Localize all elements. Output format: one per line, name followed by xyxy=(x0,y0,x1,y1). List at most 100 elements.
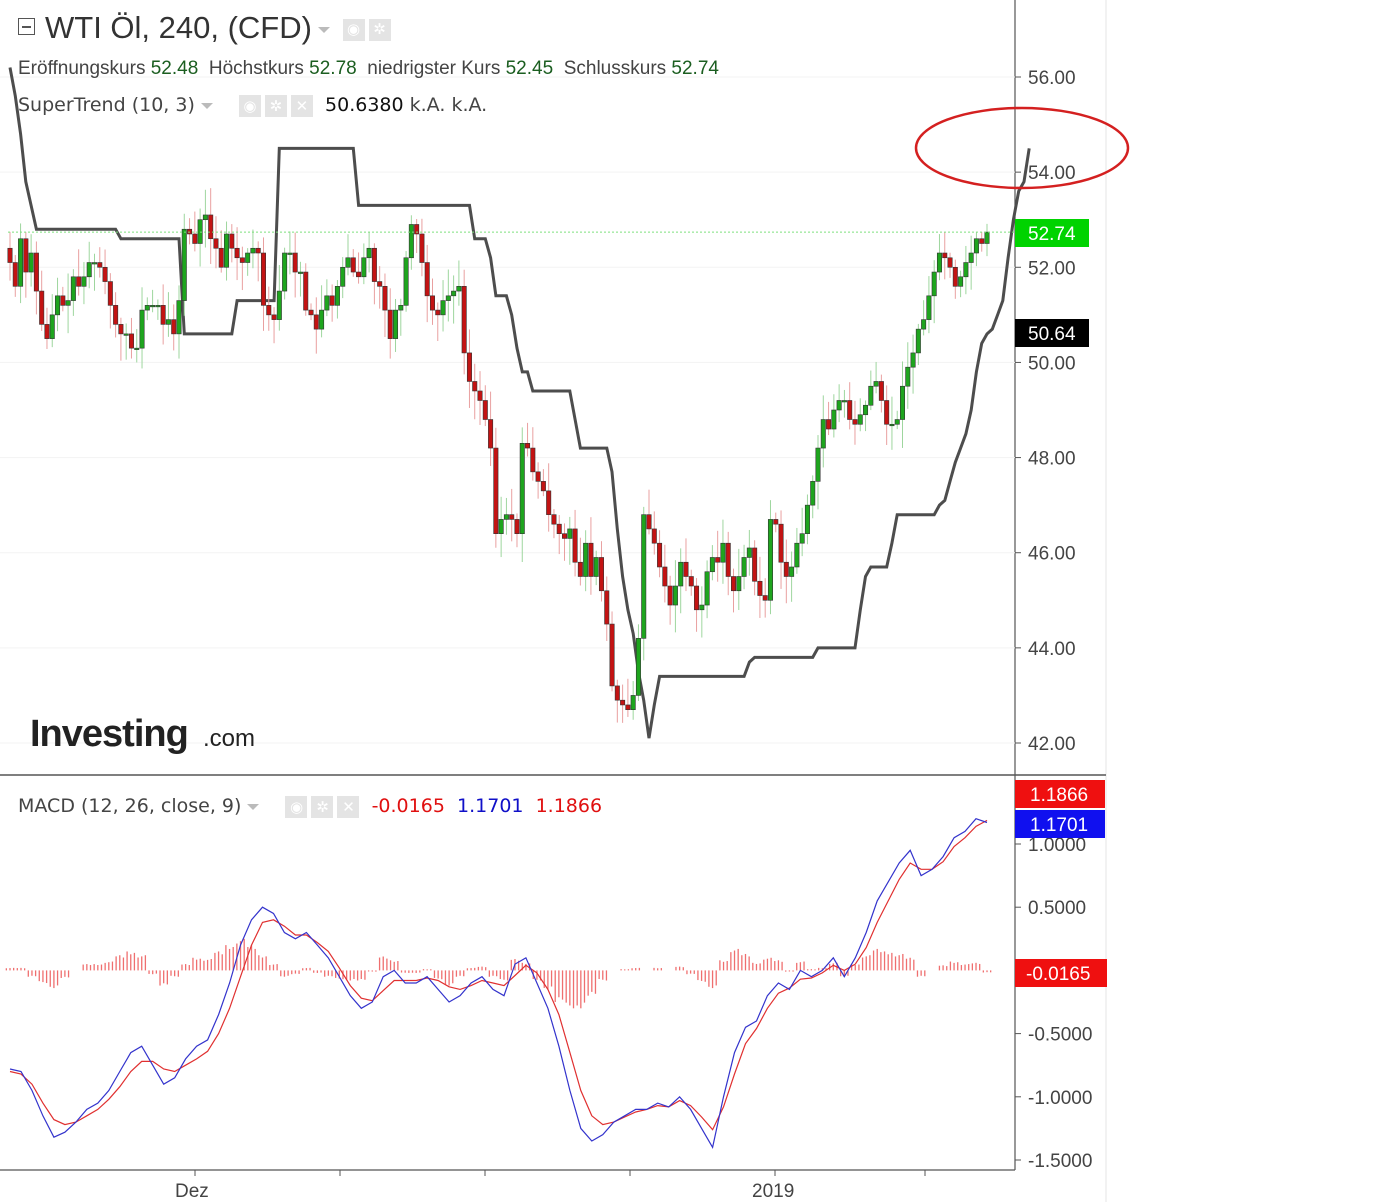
candle-body xyxy=(572,528,578,563)
candle-body xyxy=(699,604,705,611)
candle-body xyxy=(165,319,171,325)
x-label-2019: 2019 xyxy=(752,1181,794,1202)
candle-body xyxy=(39,290,45,325)
candle-body xyxy=(725,542,731,577)
candle-body xyxy=(773,519,779,525)
candle-body xyxy=(128,333,134,349)
macd-axis[interactable]: 1.0000 0.5000 -0.5000 -1.0000 -1.5000 xyxy=(1015,835,1092,1172)
candle-body xyxy=(736,576,742,592)
price-axis[interactable]: 56.00 54.00 52.00 50.00 48.00 46.00 44.00 42.00 xyxy=(1015,68,1076,755)
supertrend-label: SuperTrend (10, 3) xyxy=(18,94,195,116)
close-icon[interactable]: ✕ xyxy=(290,94,313,117)
candle-body xyxy=(176,300,182,335)
macd-histogram xyxy=(5,938,992,1009)
candle-body xyxy=(894,419,900,425)
candle-body xyxy=(562,533,568,539)
close-label: Schlusskurs xyxy=(563,58,667,79)
candle-body xyxy=(202,214,208,221)
candle-body xyxy=(113,305,119,325)
gear-icon[interactable]: ✲ xyxy=(311,795,334,818)
candle-body xyxy=(826,419,832,430)
candle-body xyxy=(477,390,483,401)
low-value: 52.45 xyxy=(505,58,554,79)
candle-body xyxy=(271,314,277,320)
candle-body xyxy=(952,266,958,287)
candle-body xyxy=(709,557,715,573)
supertrend-tag: 50.64 xyxy=(1015,319,1089,347)
candle-body xyxy=(456,286,462,292)
candle-body xyxy=(229,233,235,249)
candle-body xyxy=(958,276,964,287)
candle-body xyxy=(593,557,599,577)
high-label: Höchstkurs xyxy=(208,58,304,79)
collapse-icon[interactable] xyxy=(18,18,35,36)
candle-body xyxy=(704,571,710,606)
macd-legend: MACD (12, 26, close, 9) ◉ ✲ ✕ -0.0165 1.17… xyxy=(18,795,602,818)
eye-icon[interactable]: ◉ xyxy=(285,795,308,818)
candle-body xyxy=(49,314,55,339)
candle-body xyxy=(900,385,906,420)
candle-body xyxy=(350,257,356,273)
candle-body xyxy=(683,561,689,577)
candle-body xyxy=(921,319,927,330)
candle-body xyxy=(33,252,39,292)
candle-body xyxy=(720,542,726,563)
candle-body xyxy=(799,533,805,544)
candle-body xyxy=(12,262,18,287)
candle-body xyxy=(303,271,309,311)
candle-body xyxy=(863,404,869,416)
eye-icon[interactable]: ◉ xyxy=(342,18,365,41)
candle-body xyxy=(361,257,367,278)
gear-icon[interactable]: ✲ xyxy=(368,18,391,41)
candle-body xyxy=(746,547,752,558)
candle-body xyxy=(345,257,351,268)
supertrend-na-2: k.A. xyxy=(451,94,488,116)
last-price-tag: 52.74 xyxy=(1015,219,1089,247)
candle-body xyxy=(598,557,604,592)
candle-body xyxy=(282,252,288,292)
price-tick-label: 42.00 xyxy=(1028,734,1076,755)
price-tick-label: 50.00 xyxy=(1028,353,1076,374)
candle-body xyxy=(213,238,219,249)
candle-body xyxy=(297,271,303,274)
candle-body xyxy=(583,542,589,577)
chevron-down-icon[interactable] xyxy=(317,26,330,33)
macd-tick-label: -0.5000 xyxy=(1028,1025,1092,1046)
price-tick-label: 54.00 xyxy=(1028,163,1076,184)
chevron-down-icon[interactable] xyxy=(200,102,213,109)
chevron-down-icon[interactable] xyxy=(247,803,260,810)
candle-body xyxy=(118,324,124,335)
macd-tick-label: -1.5000 xyxy=(1028,1151,1092,1172)
candle-body xyxy=(260,252,266,306)
open-value: 52.48 xyxy=(150,58,199,79)
candle-body xyxy=(319,309,325,330)
macd-hist-tag: -0.0165 xyxy=(1015,959,1107,987)
candle-body xyxy=(905,366,911,387)
candle-body xyxy=(910,352,916,368)
candle-body xyxy=(429,295,435,311)
candle-body xyxy=(841,400,847,403)
candle-body xyxy=(979,238,985,244)
ohlc-legend: Eröffnungskurs 52.48 Höchstkurs 52.78 ni… xyxy=(18,58,719,80)
candle-body xyxy=(614,685,620,701)
candle-body xyxy=(519,442,525,534)
candle-body xyxy=(931,271,937,297)
candle-body xyxy=(868,385,874,406)
candle-body xyxy=(393,309,399,339)
eye-icon[interactable]: ◉ xyxy=(238,94,261,117)
time-axis[interactable]: Dez 2019 xyxy=(175,1170,926,1202)
gear-icon[interactable]: ✲ xyxy=(264,94,287,117)
candle-body xyxy=(7,247,13,263)
high-value: 52.78 xyxy=(309,58,357,79)
symbol-header: WTI Öl, 240, (CFD) ◉ ✲ xyxy=(18,10,391,46)
price-tick-label: 56.00 xyxy=(1028,68,1076,89)
candle-body xyxy=(435,309,441,316)
candle-body xyxy=(76,276,82,287)
candle-body xyxy=(451,290,457,297)
close-icon[interactable]: ✕ xyxy=(337,795,360,818)
signal-line xyxy=(9,819,988,1131)
candle-body xyxy=(445,295,451,301)
candle-body xyxy=(577,561,583,577)
candle-body xyxy=(915,328,921,354)
